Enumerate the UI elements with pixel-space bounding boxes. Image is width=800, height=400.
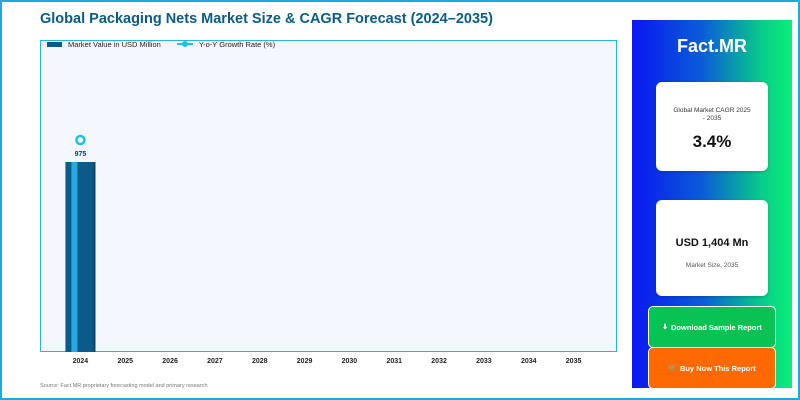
cagr-card: Global Market CAGR 2025 - 2035 3.4% bbox=[656, 82, 768, 171]
chart-title: Global Packaging Nets Market Size & CAGR… bbox=[40, 11, 493, 27]
bar-edge bbox=[93, 162, 96, 352]
x-tick-label: 2034 bbox=[521, 358, 537, 365]
x-tick-label: 2031 bbox=[386, 358, 402, 365]
x-tick-label: 2035 bbox=[566, 358, 582, 365]
legend-item-growth-rate[interactable]: Y-o-Y Growth Rate (%) bbox=[176, 39, 276, 49]
download-sample-button[interactable]: ⬇ Download Sample Report bbox=[648, 306, 776, 348]
legend-bar-swatch bbox=[47, 41, 62, 47]
chart-legend: Market Value in USD Million Y-o-Y Growth… bbox=[47, 39, 291, 49]
legend-label-growth-rate: Y-o-Y Growth Rate (%) bbox=[198, 39, 276, 49]
cagr-value: 3.4% bbox=[692, 132, 732, 151]
plot-area bbox=[40, 40, 617, 352]
x-tick-label: 2024 bbox=[73, 358, 89, 365]
x-tick-label: 2027 bbox=[207, 358, 223, 365]
growth-rate-point bbox=[75, 134, 86, 146]
x-tick-label: 2030 bbox=[342, 358, 358, 365]
buy-now-label: Buy Now This Report bbox=[679, 363, 756, 373]
bar bbox=[65, 162, 96, 352]
market-size-label: Market Size, 2035 bbox=[685, 262, 739, 269]
x-tick-label: 2026 bbox=[162, 358, 178, 365]
download-sample-label: Download Sample Report bbox=[671, 322, 762, 332]
side-panel: Fact.MR Global Market CAGR 2025 - 2035 3… bbox=[632, 20, 792, 389]
legend-label-market-value: Market Value in USD Million bbox=[68, 39, 161, 49]
market-size-card: USD 1,404 Mn Market Size, 2035 bbox=[656, 200, 768, 296]
x-tick-label: 2028 bbox=[252, 358, 268, 365]
brand-logo[interactable]: Fact.MR bbox=[676, 36, 747, 56]
cagr-label: Global Market CAGR 2025 - 2035 bbox=[673, 107, 751, 122]
x-tick-label: 2033 bbox=[476, 358, 492, 365]
buy-now-button[interactable]: 🛒 Buy Now This Report bbox=[648, 347, 776, 389]
market-size-value: USD 1,404 Mn bbox=[675, 237, 749, 249]
cart-icon: 🛒 bbox=[668, 365, 677, 372]
legend-line-swatch bbox=[176, 41, 193, 47]
bar-highlight bbox=[71, 162, 78, 352]
source-note: Source: Fact.MR proprietary forecasting … bbox=[40, 383, 208, 389]
download-icon: ⬇ bbox=[662, 324, 669, 331]
x-tick-label: 2025 bbox=[117, 358, 133, 365]
x-tick-label: 2029 bbox=[297, 358, 313, 365]
bar-data-label: 975 bbox=[75, 151, 87, 158]
legend-item-market-value[interactable]: Market Value in USD Million bbox=[47, 40, 161, 49]
x-tick-label: 2032 bbox=[431, 358, 447, 365]
